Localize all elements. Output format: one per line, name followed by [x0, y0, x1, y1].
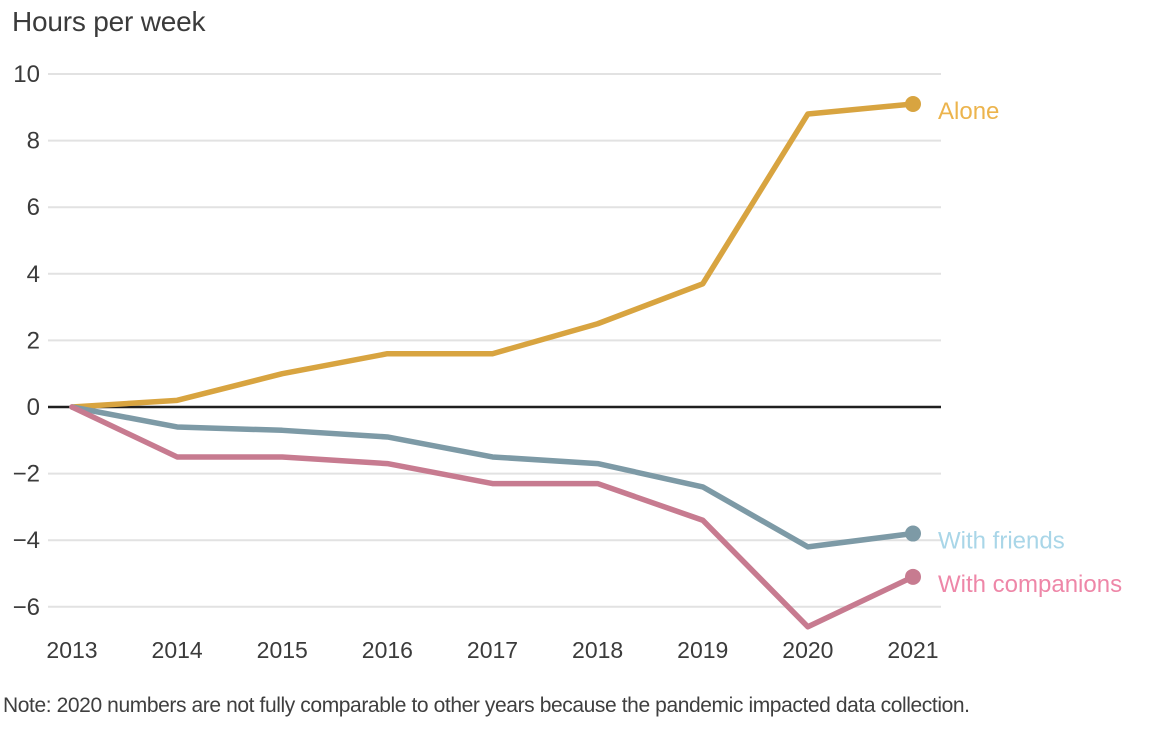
x-tick-label: 2014	[152, 637, 203, 663]
y-tick-label: 2	[27, 327, 40, 354]
y-tick-label: 8	[27, 128, 40, 155]
x-tick-label: 2015	[257, 637, 308, 663]
series-line-with-companions	[69, 404, 916, 630]
x-tick-label: 2018	[572, 637, 623, 663]
series-label-with-friends: With friends	[938, 528, 1065, 555]
chart-note: Note: 2020 numbers are not fully compara…	[3, 694, 970, 717]
y-tick-label: −2	[13, 461, 40, 488]
y-tick-label: 0	[27, 394, 40, 421]
series-line-alone	[69, 101, 916, 410]
series-end-dot-with-friends	[905, 525, 921, 542]
y-tick-label: 6	[27, 194, 40, 221]
series-line-with-friends	[69, 404, 916, 550]
y-tick-label: 10	[13, 61, 40, 88]
x-tick-label: 2019	[677, 637, 728, 663]
series-label-with-companions: With companions	[938, 571, 1122, 598]
series-end-dot-alone	[905, 95, 921, 112]
chart-title: Hours per week	[12, 6, 206, 37]
x-tick-label: 2017	[467, 637, 518, 663]
y-tick-label: −4	[13, 527, 40, 554]
series-end-dot-with-companions	[905, 568, 921, 585]
x-tick-label: 2020	[782, 637, 833, 663]
series-label-alone: Alone	[938, 98, 999, 125]
x-tick-label: 2013	[46, 637, 97, 663]
x-tick-label: 2021	[887, 637, 938, 663]
y-tick-label: −6	[13, 594, 40, 621]
x-tick-label: 2016	[362, 637, 413, 663]
y-tick-label: 4	[27, 261, 40, 288]
